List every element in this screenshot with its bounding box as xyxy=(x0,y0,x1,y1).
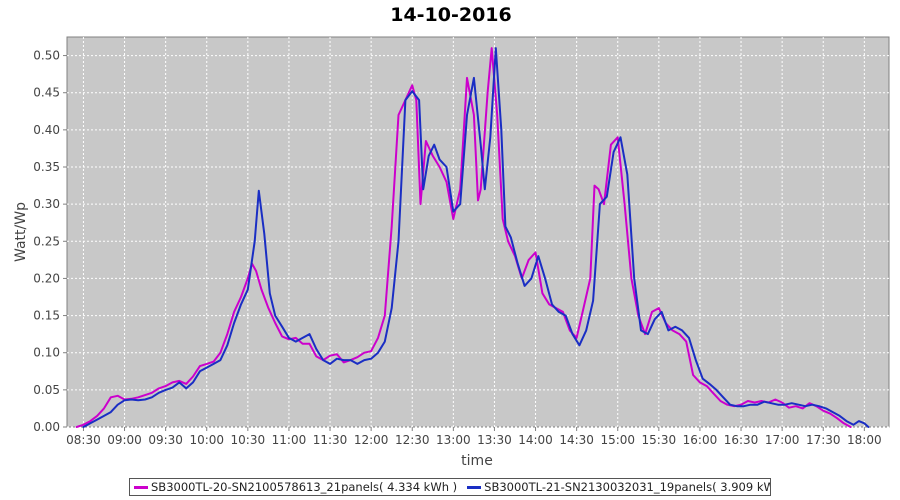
legend-swatch-series-1 xyxy=(134,485,148,489)
grid xyxy=(67,37,889,428)
y-tick-label: 0.10 xyxy=(33,346,60,360)
y-tick-label: 0.20 xyxy=(33,271,60,285)
legend-item-series-1: SB3000TL-20-SN2100578613_21panels( 4.334… xyxy=(134,480,457,494)
x-tick-label: 09:00 xyxy=(107,433,142,447)
legend: SB3000TL-20-SN2100578613_21panels( 4.334… xyxy=(129,478,771,496)
x-axis: 08:30 09:00 09:30 10:00 10:30 11:00 11:30 12:00… xyxy=(66,427,882,447)
y-axis-label: Watt/Wp xyxy=(13,202,29,262)
y-tick-label: 0.50 xyxy=(33,49,60,63)
x-tick-label: 18:00 xyxy=(847,433,882,447)
y-tick-label: 0.30 xyxy=(33,197,60,211)
legend-swatch-series-2 xyxy=(467,485,482,489)
x-tick-label: 15:00 xyxy=(600,433,635,447)
series-line-2 xyxy=(82,47,870,428)
x-tick-label: 17:00 xyxy=(765,433,800,447)
series-line-1 xyxy=(75,47,852,428)
x-tick-label: 10:00 xyxy=(189,433,224,447)
legend-label-series-1: SB3000TL-20-SN2100578613_21panels( 4.334… xyxy=(151,480,458,494)
y-axis: 0.00 0.05 0.10 0.15 0.20 0.25 0.30 0.35 0.40 0.45… xyxy=(33,49,67,434)
x-tick-label: 12:00 xyxy=(354,433,389,447)
legend-item-series-2: SB3000TL-21-SN2130032031_19panels( 3.909… xyxy=(467,480,771,494)
y-tick-label: 0.40 xyxy=(33,123,60,137)
y-tick-label: 0.25 xyxy=(33,234,60,248)
plot-area xyxy=(66,36,890,428)
x-tick-label: 14:00 xyxy=(518,433,553,447)
y-tick-label: 0.35 xyxy=(33,160,60,174)
x-tick-label: 12:30 xyxy=(395,433,430,447)
y-tick-label: 0.45 xyxy=(33,86,60,100)
x-tick-label: 14:30 xyxy=(559,433,594,447)
y-tick-label: 0.05 xyxy=(33,383,60,397)
x-tick-label: 11:30 xyxy=(313,433,348,447)
x-tick-label: 15:30 xyxy=(642,433,677,447)
x-tick-label: 09:30 xyxy=(148,433,183,447)
legend-label-series-2: SB3000TL-21-SN2130032031_19panels( 3.909… xyxy=(484,480,771,494)
x-tick-label: 16:30 xyxy=(724,433,759,447)
chart-title: 14-10-2016 xyxy=(390,4,512,26)
series-layer xyxy=(75,47,870,428)
x-tick-label: 10:30 xyxy=(231,433,266,447)
x-tick-label: 13:30 xyxy=(477,433,512,447)
x-tick-label: 11:00 xyxy=(272,433,307,447)
x-tick-label: 16:00 xyxy=(683,433,718,447)
y-tick-label: 0.00 xyxy=(33,420,60,434)
x-axis-label: time xyxy=(461,453,493,469)
x-tick-label: 08:30 xyxy=(66,433,101,447)
x-tick-label: 17:30 xyxy=(806,433,841,447)
y-tick-label: 0.15 xyxy=(33,309,60,323)
x-tick-label: 13:00 xyxy=(436,433,471,447)
